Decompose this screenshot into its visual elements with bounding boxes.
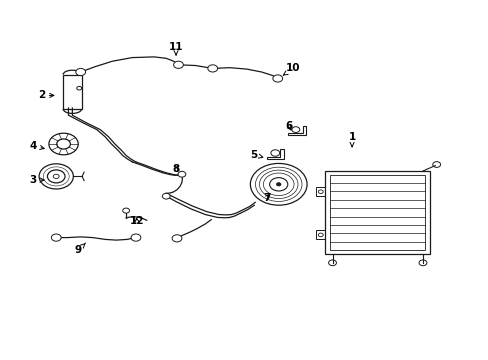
Circle shape: [53, 174, 59, 179]
Circle shape: [178, 171, 185, 177]
Circle shape: [173, 61, 183, 68]
Text: 7: 7: [262, 193, 270, 203]
Circle shape: [131, 234, 141, 241]
Circle shape: [207, 65, 217, 72]
Circle shape: [250, 163, 306, 205]
Circle shape: [51, 234, 61, 241]
Text: 3: 3: [30, 175, 44, 185]
Text: 5: 5: [250, 150, 262, 160]
Circle shape: [172, 235, 182, 242]
Circle shape: [276, 183, 281, 186]
Circle shape: [162, 193, 170, 199]
Circle shape: [269, 177, 287, 191]
Text: 2: 2: [38, 90, 54, 100]
Text: 9: 9: [75, 243, 85, 255]
Text: 10: 10: [283, 63, 300, 75]
Text: 1: 1: [348, 132, 355, 147]
Circle shape: [76, 68, 85, 76]
Text: 11: 11: [168, 42, 183, 55]
Text: 6: 6: [285, 121, 291, 131]
Circle shape: [122, 208, 129, 213]
Text: 4: 4: [29, 141, 44, 151]
Circle shape: [272, 75, 282, 82]
Text: 8: 8: [172, 164, 179, 174]
Text: 12: 12: [129, 216, 144, 226]
